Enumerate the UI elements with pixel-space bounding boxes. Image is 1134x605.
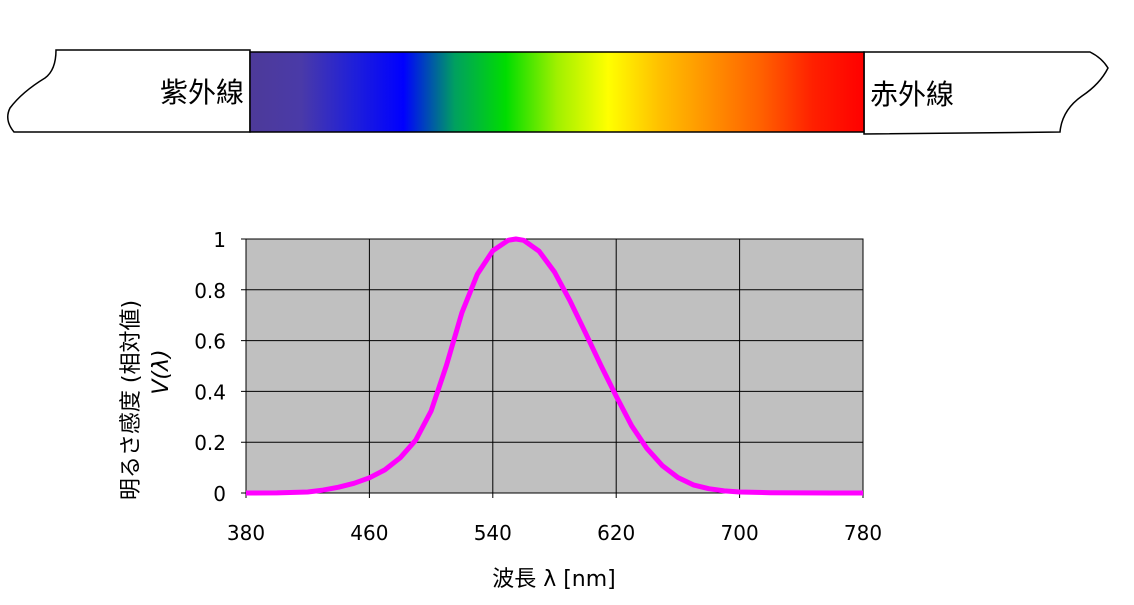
ir-tab [863, 51, 1109, 135]
plot-area [245, 238, 864, 494]
x-tick-label: 460 [350, 521, 388, 545]
x-tick-label: 780 [844, 521, 882, 545]
spectrum-band: 紫外線 赤外線 [7, 49, 1109, 135]
visible-spectrum-bar [249, 51, 865, 133]
x-tick-label: 540 [474, 521, 512, 545]
y-tick-label: 0.4 [194, 380, 226, 404]
x-tick-label: 700 [721, 521, 759, 545]
y-axis-title: 明るさ感度 (相対値) [119, 300, 144, 500]
y-tick-label: 0.2 [194, 431, 226, 455]
y-tick-label: 0 [213, 482, 226, 506]
x-tick-label: 380 [227, 521, 265, 545]
y-tick-label: 0.8 [194, 279, 226, 303]
x-tick-label: 620 [597, 521, 635, 545]
y-tick-label: 0.6 [194, 330, 226, 354]
x-axis-title: 波長 λ [nm] [492, 567, 616, 592]
y-axis-subtitle: V(λ) [149, 349, 174, 394]
uv-label: 紫外線 [160, 76, 244, 109]
vlambda-curve [245, 236, 863, 496]
ir-label: 赤外線 [870, 78, 954, 111]
y-tick-label: 1 [213, 228, 226, 252]
uv-tab [7, 49, 251, 133]
